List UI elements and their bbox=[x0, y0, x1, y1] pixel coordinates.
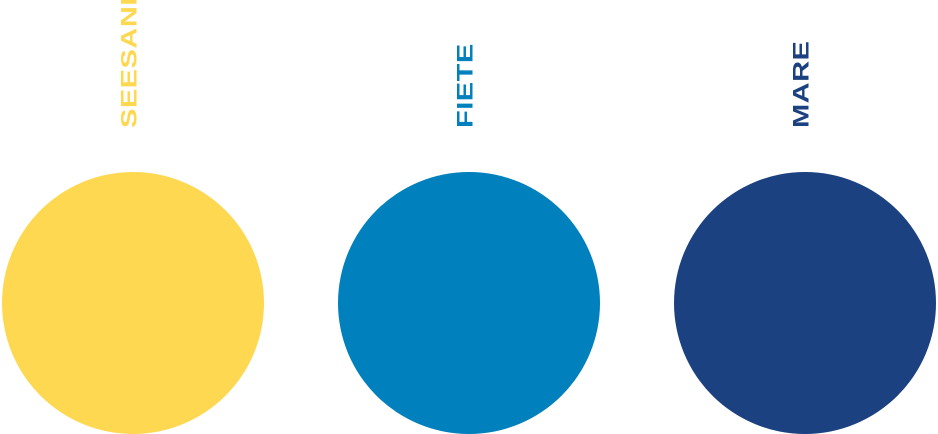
swatch-label-seesand: SEESAND bbox=[117, 0, 143, 128]
swatch-label-mare: MARE bbox=[789, 40, 815, 128]
swatch-fiete: FIETE bbox=[338, 0, 600, 434]
swatch-mare: MARE bbox=[674, 0, 936, 434]
color-circle-seesand bbox=[2, 172, 264, 434]
color-circle-fiete bbox=[338, 172, 600, 434]
swatch-seesand: SEESAND bbox=[2, 0, 264, 434]
color-circle-mare bbox=[674, 172, 936, 434]
swatch-label-fiete: FIETE bbox=[453, 43, 479, 128]
